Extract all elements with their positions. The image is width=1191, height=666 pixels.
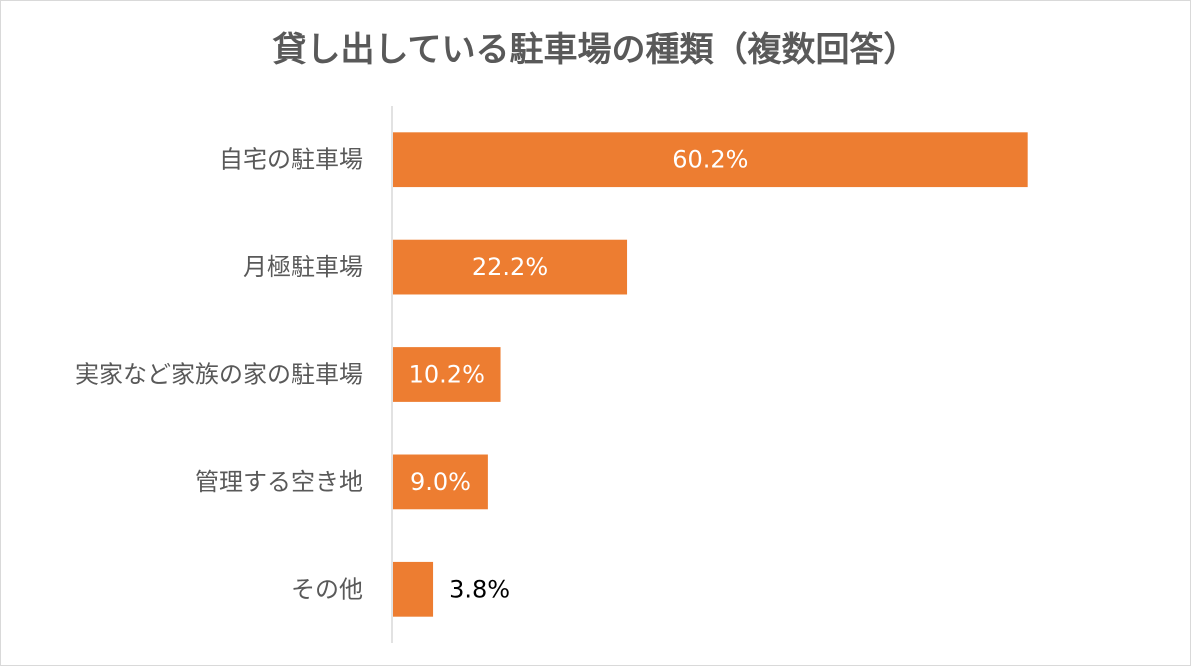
category-label-4: 管理する空き地 [195, 468, 363, 496]
bar-4 [393, 454, 488, 510]
category-label-3: 実家など家族の家の駐車場 [75, 361, 363, 389]
category-label-5: その他 [291, 575, 363, 603]
category-label-2: 月極駐車場 [243, 253, 363, 281]
bar-5 [393, 561, 434, 617]
category-label-1: 自宅の駐車場 [219, 146, 363, 174]
data-label-2: 22.2% [472, 253, 548, 281]
data-label-1: 60.2% [672, 146, 748, 174]
bar-2 [393, 239, 628, 295]
bar-1 [393, 132, 1028, 188]
chart-title: 貸し出している駐車場の種類（複数回答） [273, 30, 918, 70]
data-label-3: 10.2% [409, 361, 485, 389]
bars-group: 自宅の駐車場 60.2% 月極駐車場 22.2% 実家など家族の家の駐車場 10.2% 管理… [75, 132, 1028, 617]
bar-3 [393, 347, 501, 402]
data-label-4: 9.0% [410, 468, 471, 496]
data-label-5: 3.8% [449, 575, 510, 603]
